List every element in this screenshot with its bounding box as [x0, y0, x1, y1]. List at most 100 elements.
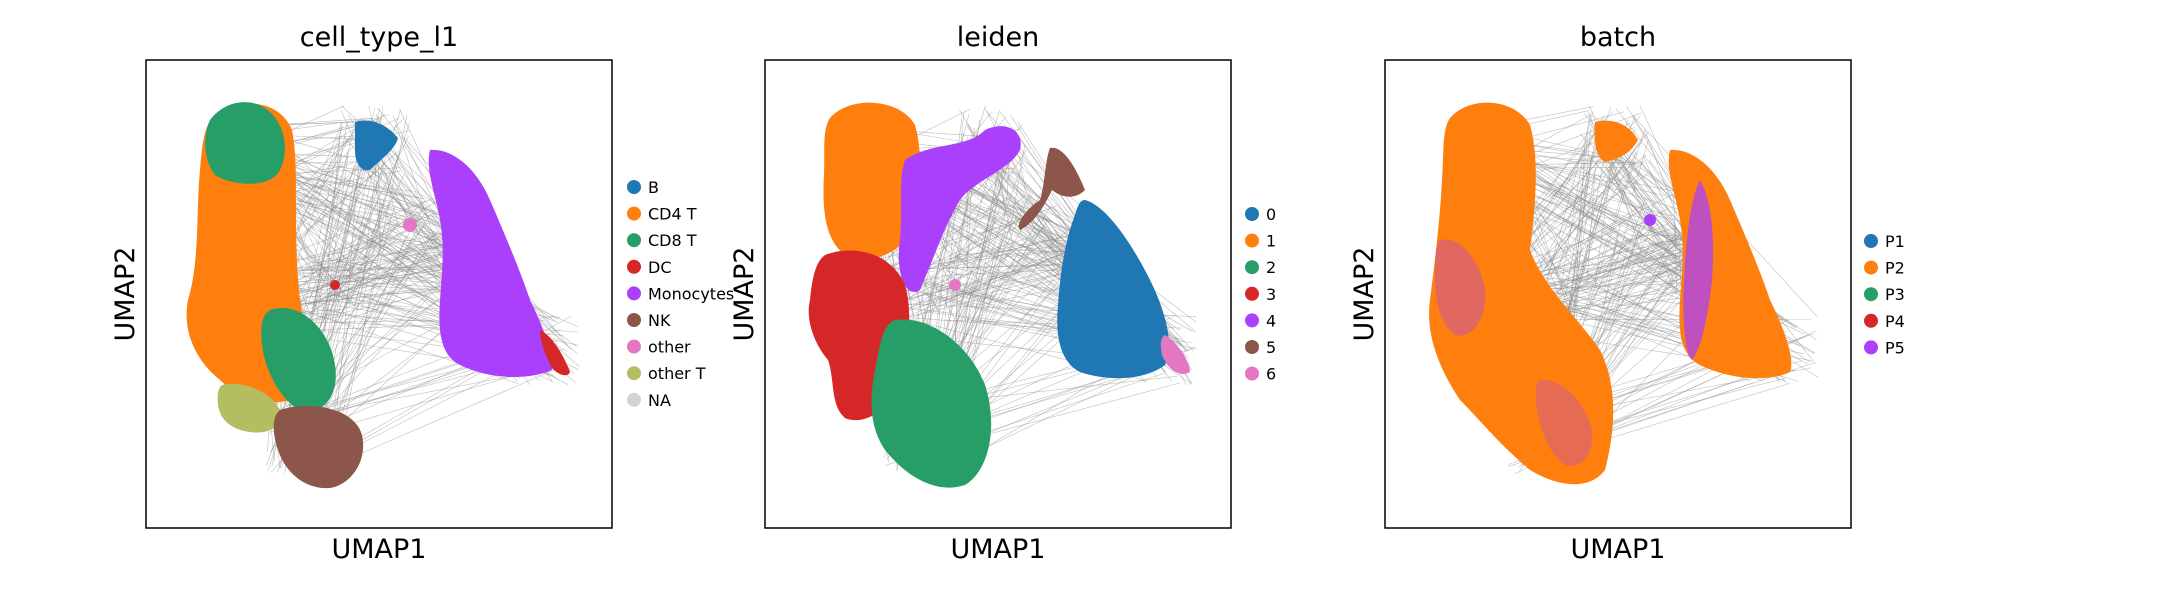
cluster-dc-points	[540, 330, 570, 376]
graph-edge	[1018, 258, 1063, 292]
graph-edge	[1603, 234, 1618, 293]
cluster-monocytes-points	[428, 149, 553, 377]
graph-edge	[343, 238, 379, 267]
legend-label: P3	[1885, 285, 1905, 304]
graph-edge	[304, 240, 382, 272]
legend-label: P5	[1885, 338, 1905, 357]
graph-edge	[348, 122, 410, 307]
graph-edge	[1538, 291, 1682, 304]
legend-marker	[627, 180, 641, 194]
legend-marker	[1864, 234, 1878, 248]
legend-label: DC	[648, 258, 672, 277]
graph-edge	[1019, 156, 1026, 192]
legend-marker	[627, 259, 641, 274]
graph-edge	[1639, 160, 1672, 201]
legend-marker	[627, 233, 641, 248]
graph-edge	[383, 144, 438, 283]
legend-marker	[1245, 207, 1259, 221]
graph-edge	[976, 170, 1074, 241]
batch-p5-small-points	[1644, 214, 1656, 226]
panel-batch: batch UMAP1 UMAP2 P1 P2 P3 P4 P5	[1349, 22, 1905, 565]
graph-edge	[887, 194, 1026, 319]
x-axis-label: UMAP1	[1571, 534, 1666, 565]
cluster-0-points	[1057, 200, 1170, 379]
graph-edge	[1607, 169, 1692, 283]
cluster-5-points	[1018, 147, 1085, 230]
graph-edge	[279, 118, 373, 132]
panel-leiden: leiden UMAP1 UMAP2 0 1 2 3 4 5 6	[729, 22, 1276, 565]
graph-edge	[1597, 173, 1646, 224]
graph-edge	[329, 259, 445, 278]
legend-marker	[1864, 340, 1878, 355]
graph-edge	[361, 263, 448, 289]
legend-label: 4	[1266, 311, 1276, 330]
legend-label: NA	[648, 391, 671, 410]
panel-title: leiden	[957, 22, 1039, 53]
legend-marker	[1245, 313, 1259, 328]
cluster-6-small-points	[949, 279, 961, 291]
graph-edge	[396, 125, 439, 250]
cluster-2-points	[871, 319, 992, 488]
graph-edge	[941, 268, 1080, 276]
legend-marker	[1245, 340, 1259, 354]
graph-edge	[326, 123, 342, 273]
legend-marker	[627, 313, 641, 327]
legend: 0 1 2 3 4 5 6	[1245, 205, 1276, 384]
legend-marker	[1864, 313, 1878, 328]
cluster-b-points	[355, 120, 398, 171]
cluster-6-points	[1160, 335, 1190, 375]
cluster-other-t-points	[217, 383, 281, 433]
graph-edge	[1579, 282, 1688, 310]
y-axis-label: UMAP2	[110, 247, 141, 342]
cluster-other-points	[403, 218, 417, 232]
legend-label: 0	[1266, 205, 1276, 224]
batch-p2-upper-points	[1594, 120, 1638, 162]
graph-edge	[319, 230, 418, 408]
y-axis-label: UMAP2	[729, 247, 760, 342]
legend-marker	[627, 339, 641, 354]
graph-edge	[972, 169, 1021, 307]
y-axis-label: UMAP2	[1349, 247, 1380, 342]
graph-edge	[312, 249, 380, 308]
graph-edge	[944, 225, 1047, 305]
legend-label: 6	[1266, 365, 1276, 384]
legend-marker	[627, 392, 641, 407]
legend-label: CD8 T	[648, 231, 697, 250]
legend-marker	[1245, 286, 1259, 301]
batch-p5-speckle-points	[1435, 239, 1486, 336]
legend: B CD4 T CD8 T DC Monocytes NK other other T NA	[627, 178, 734, 410]
graph-edge	[1539, 221, 1662, 304]
graph-edge	[313, 122, 348, 308]
graph-edge	[944, 243, 1040, 264]
cluster-4-points	[898, 126, 1021, 292]
graph-edge	[957, 219, 1012, 280]
graph-edge	[946, 149, 1027, 273]
legend-marker	[1864, 287, 1878, 302]
legend-marker	[627, 366, 641, 381]
cluster-cd8t-points-lower	[261, 308, 336, 411]
legend-label: P4	[1885, 312, 1905, 331]
graph-edge	[1610, 151, 1675, 252]
graph-edge	[1509, 227, 1676, 271]
batch-p5-right-points	[1683, 180, 1714, 360]
legend-label: CD4 T	[648, 205, 697, 224]
graph-edge	[1517, 143, 1677, 260]
graph-edge	[942, 249, 1075, 302]
legend-marker	[627, 206, 641, 221]
axes-frame	[764, 59, 1232, 529]
graph-edge	[274, 190, 451, 226]
scatter-area	[1429, 102, 1819, 485]
axes-frame	[145, 59, 613, 529]
scatter-area	[808, 102, 1198, 488]
legend-label: 5	[1266, 338, 1276, 357]
batch-p5-speckle-points-lower	[1535, 379, 1593, 466]
legend-label: B	[648, 178, 659, 197]
cluster-nk-points	[273, 405, 364, 489]
legend-label: P2	[1885, 259, 1905, 278]
x-axis-label: UMAP1	[951, 534, 1046, 565]
graph-edge	[392, 115, 441, 216]
legend-label: 2	[1266, 258, 1276, 277]
legend-marker	[1245, 260, 1259, 275]
